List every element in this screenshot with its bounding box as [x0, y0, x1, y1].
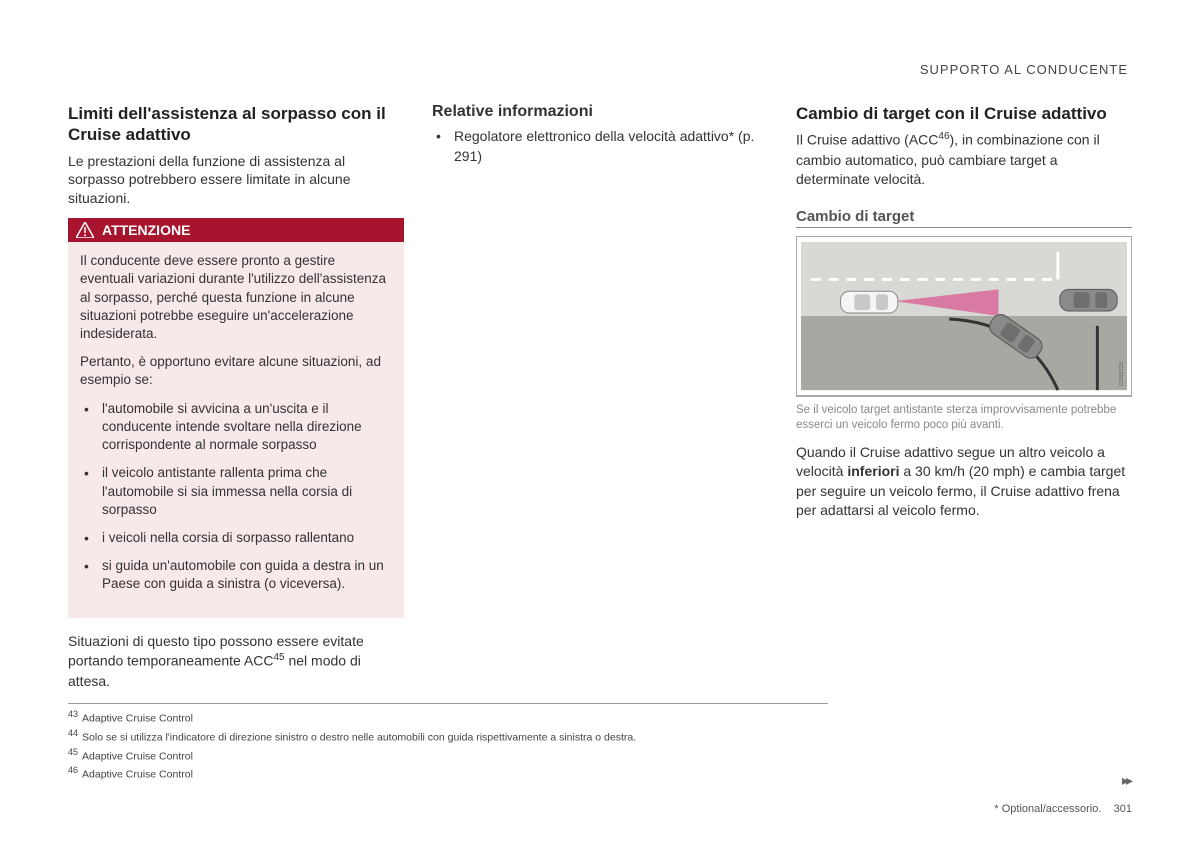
content-columns: Limiti dell'assistenza al sorpasso con i… [68, 103, 1132, 691]
col3-subhead: Cambio di target [796, 208, 1132, 228]
section-header: SUPPORTO AL CONDUCENTE [68, 62, 1132, 77]
page-number: 301 [1114, 803, 1132, 815]
warn-item: l'automobile si avvicina a un'uscita e i… [80, 400, 392, 455]
warn-item: il veicolo antistante rallenta prima che… [80, 464, 392, 519]
warning-label: ATTENZIONE [102, 222, 190, 238]
col3-body: Quando il Cruise adattivo segue un altro… [796, 443, 1132, 521]
footnote-ref-45: 45 [273, 652, 284, 663]
col1-after-warning: Situazioni di questo tipo possono essere… [68, 632, 404, 691]
column-3: Cambio di target con il Cruise adattivo … [796, 103, 1132, 691]
warn-list: l'automobile si avvicina a un'uscita e i… [80, 400, 392, 594]
col1-title: Limiti dell'assistenza al sorpasso con i… [68, 103, 404, 146]
warn-paragraph-2: Pertanto, è opportuno evitare alcune sit… [80, 353, 392, 389]
footnote-45: 45Adaptive Cruise Control [68, 746, 828, 765]
warn-paragraph-1: Il conducente deve essere pronto a gesti… [80, 252, 392, 343]
intro-a: Il Cruise adattivo (ACC [796, 132, 938, 148]
col2-title: Relative informazioni [432, 103, 768, 121]
related-list: Regolatore elettronico della velocità ad… [432, 127, 768, 166]
optional-note: * Optional/accessorio. [994, 803, 1101, 815]
image-id-label: G058320 [1119, 361, 1125, 386]
column-1: Limiti dell'assistenza al sorpasso con i… [68, 103, 404, 691]
col3-intro: Il Cruise adattivo (ACC46), in combinazi… [796, 130, 1132, 189]
footnotes: 43Adaptive Cruise Control 44Solo se si u… [68, 703, 828, 783]
diagram-frame: G058320 [796, 236, 1132, 397]
diagram-caption: Se il veicolo target antistante sterza i… [796, 403, 1132, 433]
warn-item: si guida un'automobile con guida a destr… [80, 557, 392, 593]
warning-body: Il conducente deve essere pronto a gesti… [68, 242, 404, 618]
footnote-43: 43Adaptive Cruise Control [68, 708, 828, 727]
page-footer: * Optional/accessorio. 301 [994, 803, 1132, 815]
continue-icon: ▸▸ [1122, 772, 1130, 789]
warning-icon [76, 222, 94, 238]
col1-intro: Le prestazioni della funzione di assiste… [68, 152, 404, 209]
footnote-ref-46: 46 [938, 131, 949, 142]
warn-item: i veicoli nella corsia di sorpasso ralle… [80, 529, 392, 547]
col3-title: Cambio di target con il Cruise adattivo [796, 103, 1132, 124]
warning-header: ATTENZIONE [68, 218, 404, 242]
footnote-46: 46Adaptive Cruise Control [68, 764, 828, 783]
related-item: Regolatore elettronico della velocità ad… [432, 127, 768, 166]
body-bold: inferiori [847, 463, 899, 479]
footnote-44: 44Solo se si utilizza l'indicatore di di… [68, 727, 828, 746]
column-2: Relative informazioni Regolatore elettro… [432, 103, 768, 691]
target-change-diagram: G058320 [801, 241, 1127, 391]
